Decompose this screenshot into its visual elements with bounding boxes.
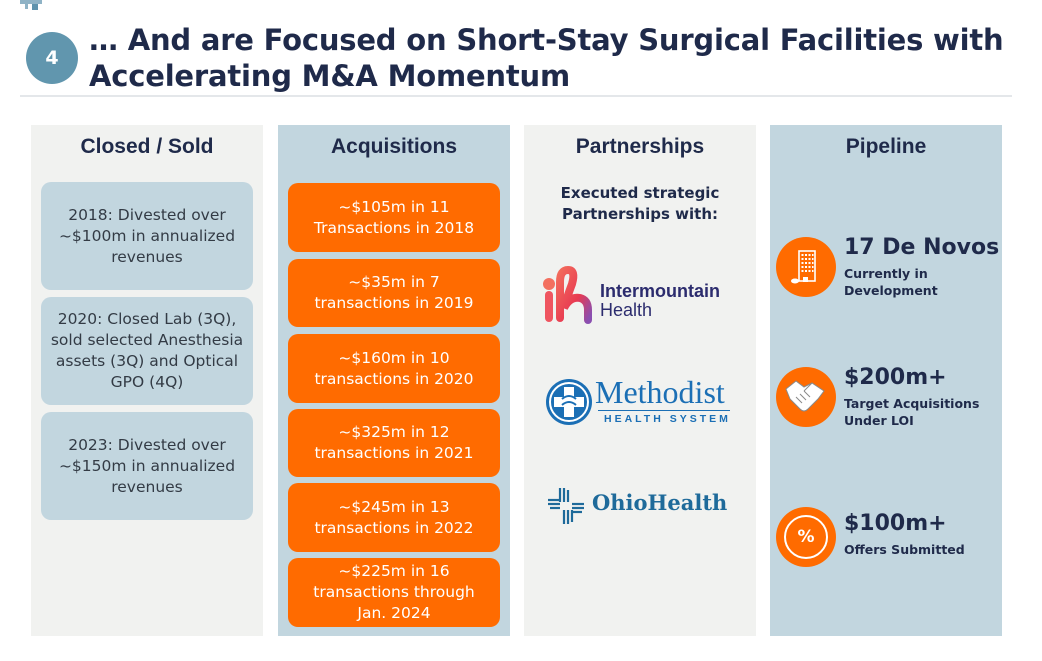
ohiohealth-logo: OhioHealth [546,486,746,526]
acquisition-card: ~$160m in 10 transactions in 2020 [288,334,500,403]
acquisition-card: ~$225m in 16 transactions through Jan. 2… [288,558,500,627]
acquisition-period: transactions in 2019 [314,294,474,312]
acquisition-card: ~$245m in 13 transactions in 2022 [288,483,500,552]
card-text: 2020: Closed Lab (3Q), sold selected Ane… [50,310,244,391]
pipeline-item-offers-submitted: % $100m+ Offers Submitted [776,507,1000,571]
pipeline-label-line: Under LOI [844,413,914,428]
subheading-line: Partnerships with: [561,205,718,223]
column-heading: Pipeline [845,135,927,158]
intermountain-health-logo: Intermountain Health [540,262,740,326]
pipeline-label: Offers Submitted [844,541,994,558]
pipeline-item-target-acquisitions: $200m+ Target Acquisitions Under LOI [776,365,1000,431]
intermountain-mark-icon [543,265,592,324]
pipeline-label-line: Currently in [844,266,928,281]
acquisition-amount: ~$105m in 11 [338,197,450,216]
acquisition-amount: ~$245m in 13 [338,497,450,516]
acquisition-period: transactions in 2020 [314,369,474,388]
slide-title: … And are Focused on Short-Stay Surgical… [89,23,1004,93]
column-acquisitions: Acquisitions ~$105m in 11 Transactions i… [278,125,510,636]
pipeline-value: 17 De Novos [844,235,1000,260]
acquisition-period: transactions through [313,583,475,601]
acquisition-period: transactions in 2022 [314,518,474,537]
building-icon [776,237,836,297]
methodist-cross-icon [546,379,592,425]
methodist-name: Methodist [595,374,725,410]
ohiohealth-name: OhioHealth [592,490,728,515]
closed-sold-card: 2018: Divested over ~$100m in annualized… [41,182,253,290]
company-logo-mark [20,0,42,10]
handshake-icon [776,367,836,427]
pipeline-value: $100m+ [844,511,947,536]
title-divider [20,95,1012,97]
pipeline-value: $200m+ [844,365,947,390]
partner-name-line: Health [600,300,653,320]
column-closed-sold: Closed / Sold 2018: Divested over ~$100m… [31,125,263,636]
card-text: 2023: Divested over ~$150m in annualized… [58,435,236,496]
acquisition-amount: ~$35m in 7 [348,273,440,291]
partnerships-subheading: Executed strategic Partnerships with: [524,183,756,225]
subheading-line: Executed strategic [560,184,720,202]
card-text: 2018: Divested over ~$100m in annualized… [58,205,236,266]
methodist-rule [598,410,730,411]
acquisition-period: Jan. 2024 [357,604,431,622]
column-heading: Partnerships [575,135,705,158]
closed-sold-card: 2020: Closed Lab (3Q), sold selected Ane… [41,297,253,405]
pipeline-label: Currently in Development [844,265,994,299]
ohiohealth-mark-icon [548,488,584,524]
pipeline-label-line: Offers Submitted [844,542,965,557]
closed-sold-card: 2023: Divested over ~$150m in annualized… [41,412,253,520]
acquisition-amount: ~$225m in 16 [338,562,450,580]
methodist-health-logo: Methodist HEALTH SYSTEM [544,374,744,429]
pipeline-label: Target Acquisitions Under LOI [844,395,994,429]
acquisition-card: ~$325m in 12 transactions in 2021 [288,409,500,477]
acquisition-card: ~$105m in 11 Transactions in 2018 [288,183,500,252]
pipeline-label-line: Target Acquisitions [844,396,980,411]
acquisition-amount: ~$160m in 10 [338,348,450,367]
intermountain-name: Intermountain Health [600,282,720,320]
column-heading: Closed / Sold [80,135,214,158]
acquisition-card: ~$35m in 7 transactions in 2019 [288,259,500,327]
pipeline-item-de-novos: 17 De Novos Currently in Development [776,235,1000,301]
section-number-badge: 4 [26,32,78,84]
column-heading: Acquisitions [330,135,457,158]
methodist-subtitle: HEALTH SYSTEM [604,413,731,425]
acquisition-period: transactions in 2021 [314,444,474,462]
column-pipeline: Pipeline 17 De Novos Currently in Develo… [770,125,1002,636]
acquisition-period: Transactions in 2018 [313,218,475,237]
partner-name-line: Intermountain [600,281,720,301]
percent-icon: % [776,507,836,567]
pipeline-label-line: Development [844,283,938,298]
acquisition-amount: ~$325m in 12 [338,423,450,441]
column-partnerships: Partnerships Executed strategic Partners… [524,125,756,636]
